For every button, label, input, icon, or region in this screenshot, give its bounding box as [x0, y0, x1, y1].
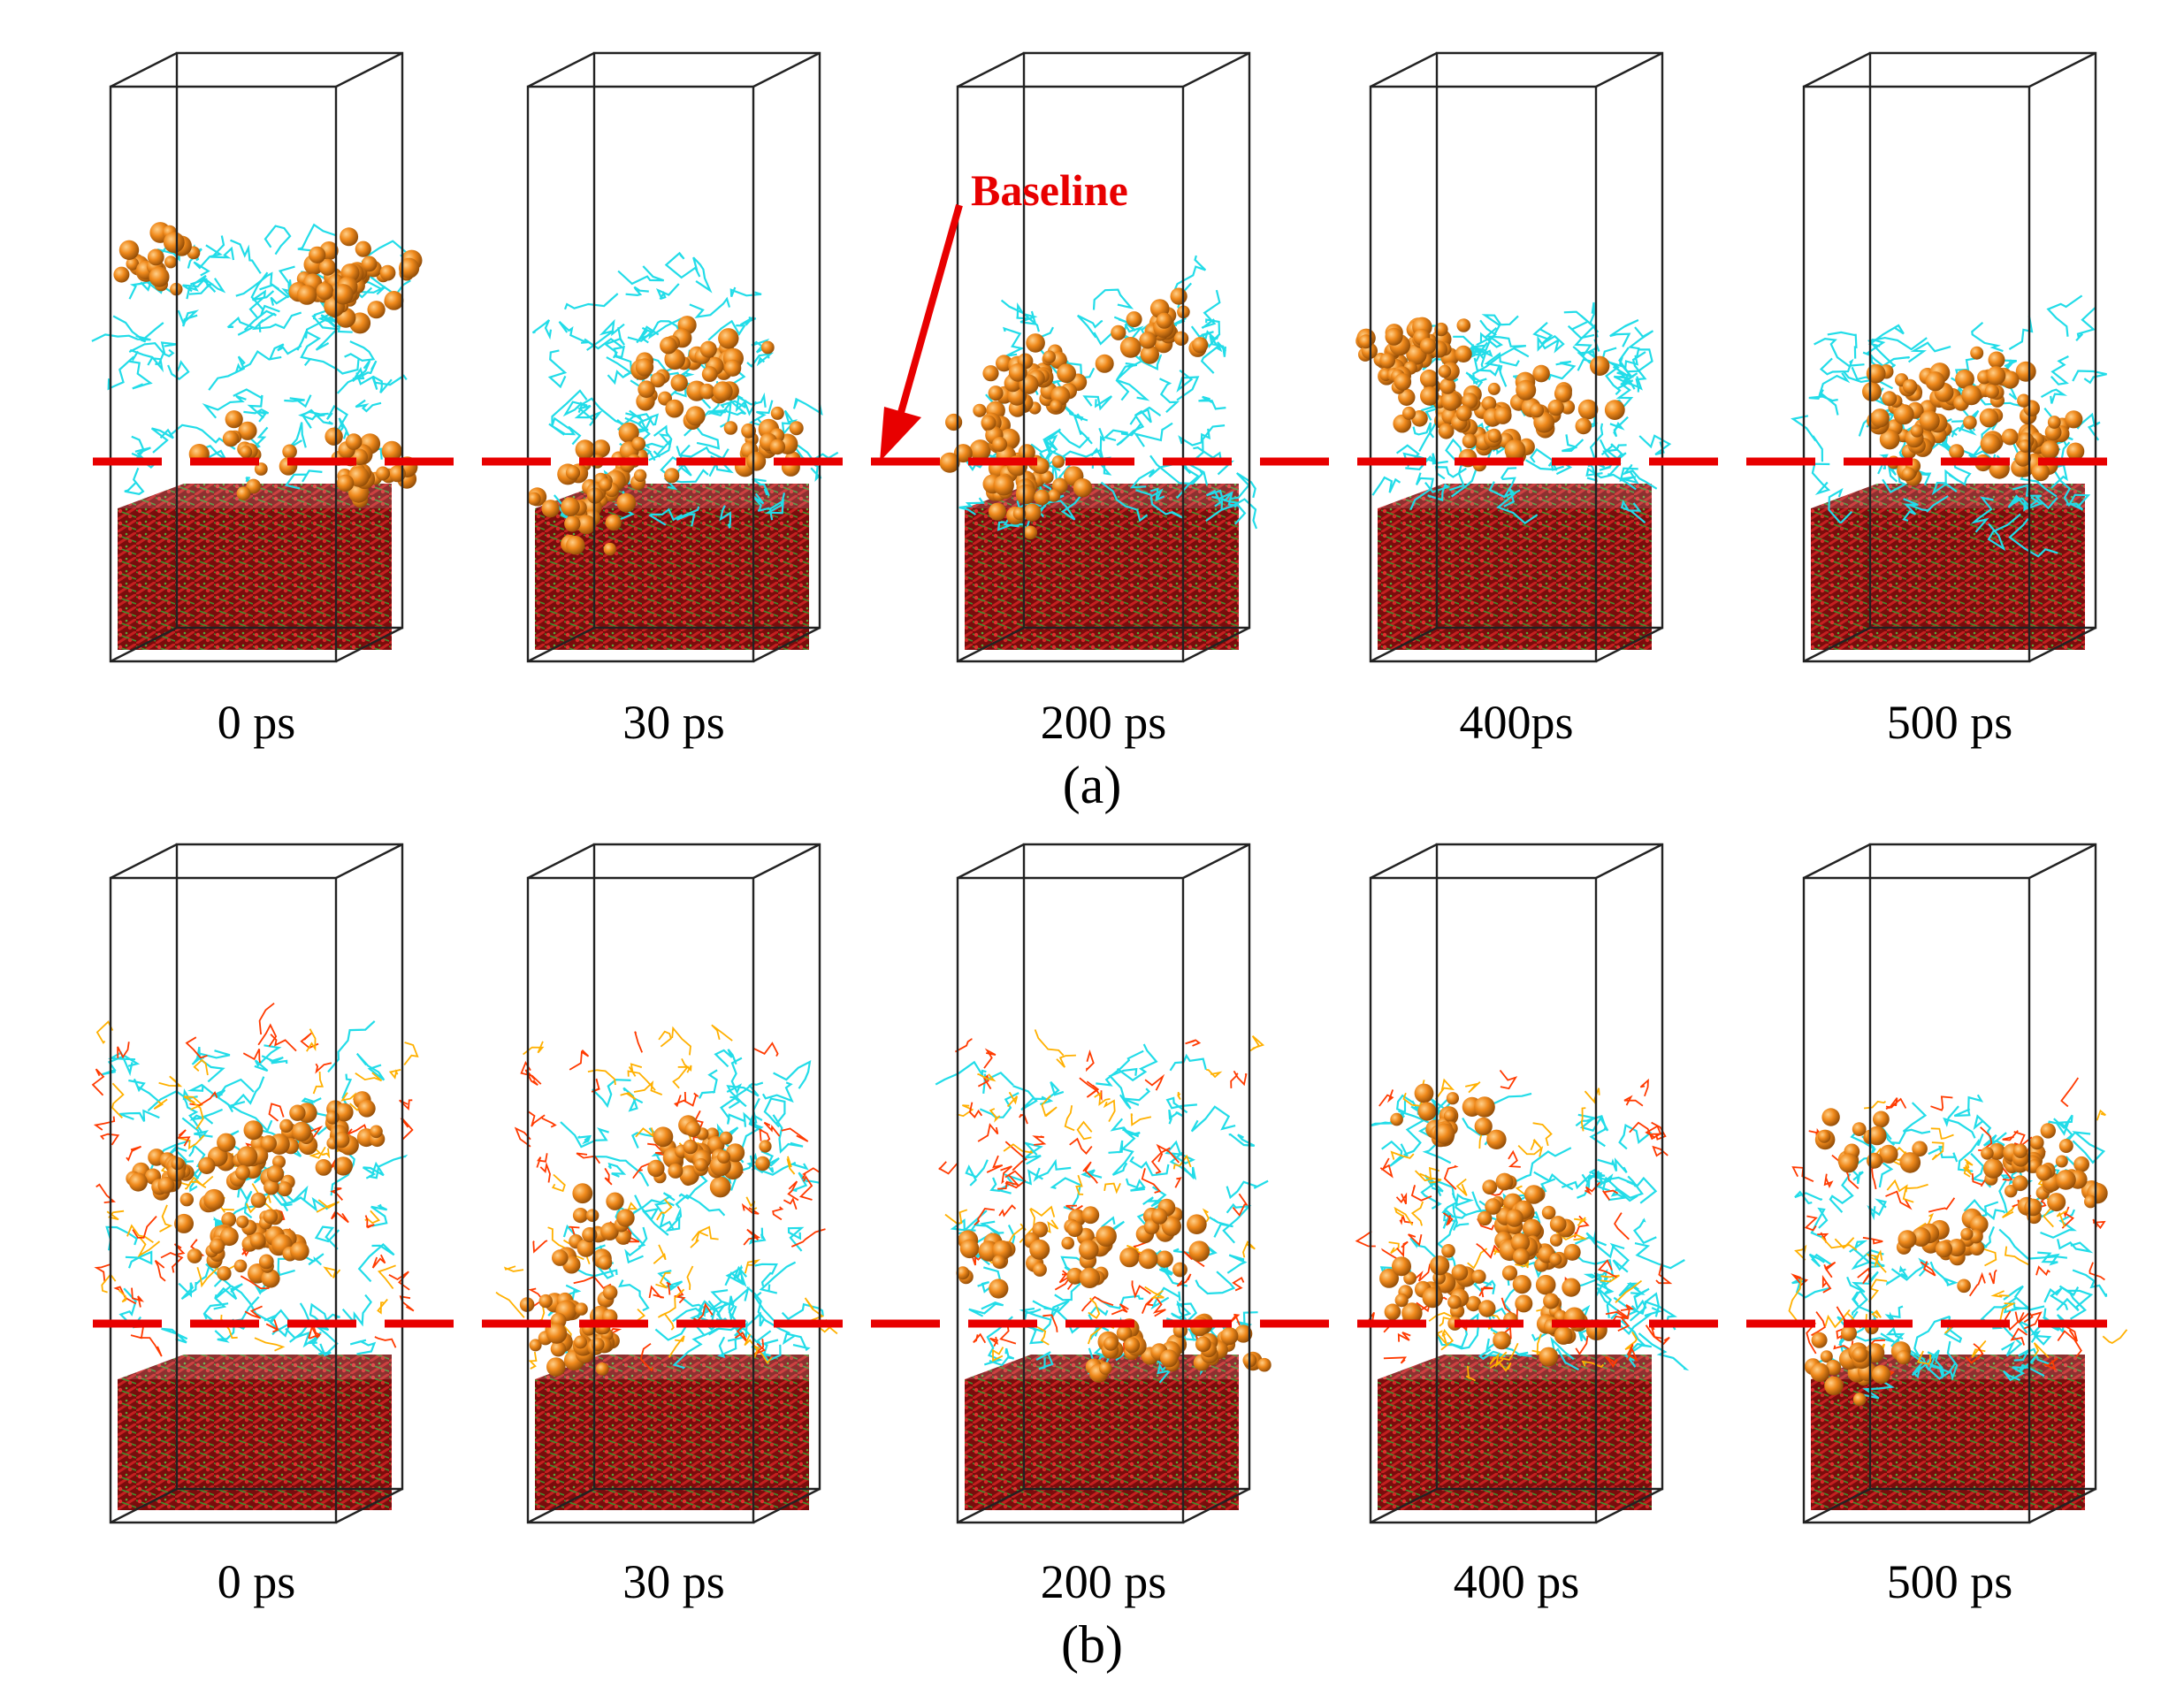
snapshot-b-4 [1788, 843, 2128, 1524]
time-label-b-3: 400 ps [1453, 1555, 1580, 1608]
snapshot-b-1 [495, 843, 838, 1524]
simulation-box-edges [956, 843, 1251, 1524]
molecule-cluster [527, 251, 839, 556]
snapshot-a-3 [1355, 51, 1672, 663]
baseline-arrow [880, 203, 963, 462]
simulation-box-edges [1802, 51, 2097, 663]
snapshot-b-2 [935, 843, 1271, 1524]
simulation-box-edges [1369, 51, 1664, 663]
snapshot-b-3 [1355, 843, 1690, 1524]
snapshot-a-1 [526, 51, 839, 663]
molecule-cluster [1355, 1069, 1690, 1382]
time-label-b-4: 500 ps [1886, 1555, 2013, 1608]
mineral-slab [965, 484, 1239, 650]
mineral-slab [118, 1355, 392, 1510]
mineral-slab [118, 484, 392, 650]
baselines [93, 457, 2127, 1328]
mineral-slab [535, 1355, 809, 1510]
time-label-b-1: 30 ps [622, 1555, 725, 1608]
simulation-box-edges [526, 51, 821, 663]
snapshot-b-0 [91, 843, 419, 1524]
molecule-cluster [1355, 301, 1672, 525]
mineral-slab [1811, 484, 2085, 650]
panel-a-label: (a) [1062, 756, 1122, 814]
time-label-a-4: 500 ps [1886, 696, 2013, 749]
simulation-box-edges [109, 843, 404, 1524]
panel-b-label: (b) [1061, 1615, 1123, 1674]
snapshot-a-0 [91, 51, 423, 663]
time-label-b-2: 200 ps [1040, 1555, 1167, 1608]
simulation-box-edges [109, 51, 404, 663]
snapshot-a-4 [1791, 51, 2107, 663]
simulation-box-edges [1369, 843, 1664, 1524]
baseline-label: Baseline [971, 165, 1128, 215]
simulation-box-edges [526, 843, 821, 1524]
mineral-slab [1378, 484, 1652, 650]
simulation-box-edges [1802, 843, 2097, 1524]
molecule-cluster [91, 1002, 419, 1357]
molecule-cluster [939, 255, 1258, 540]
molecule-cluster [495, 1024, 838, 1377]
snapshot-a-2 [939, 51, 1258, 663]
simulation-boxes [91, 51, 2128, 1524]
time-label-b-0: 0 ps [217, 1555, 296, 1608]
molecule-cluster [935, 1029, 1271, 1384]
time-label-a-2: 200 ps [1040, 696, 1167, 749]
mineral-slab [1378, 1355, 1652, 1510]
time-label-a-1: 30 ps [622, 696, 725, 749]
time-label-a-3: 400ps [1459, 696, 1574, 749]
time-label-a-0: 0 ps [217, 696, 296, 749]
simulation-box-edges [956, 51, 1251, 663]
